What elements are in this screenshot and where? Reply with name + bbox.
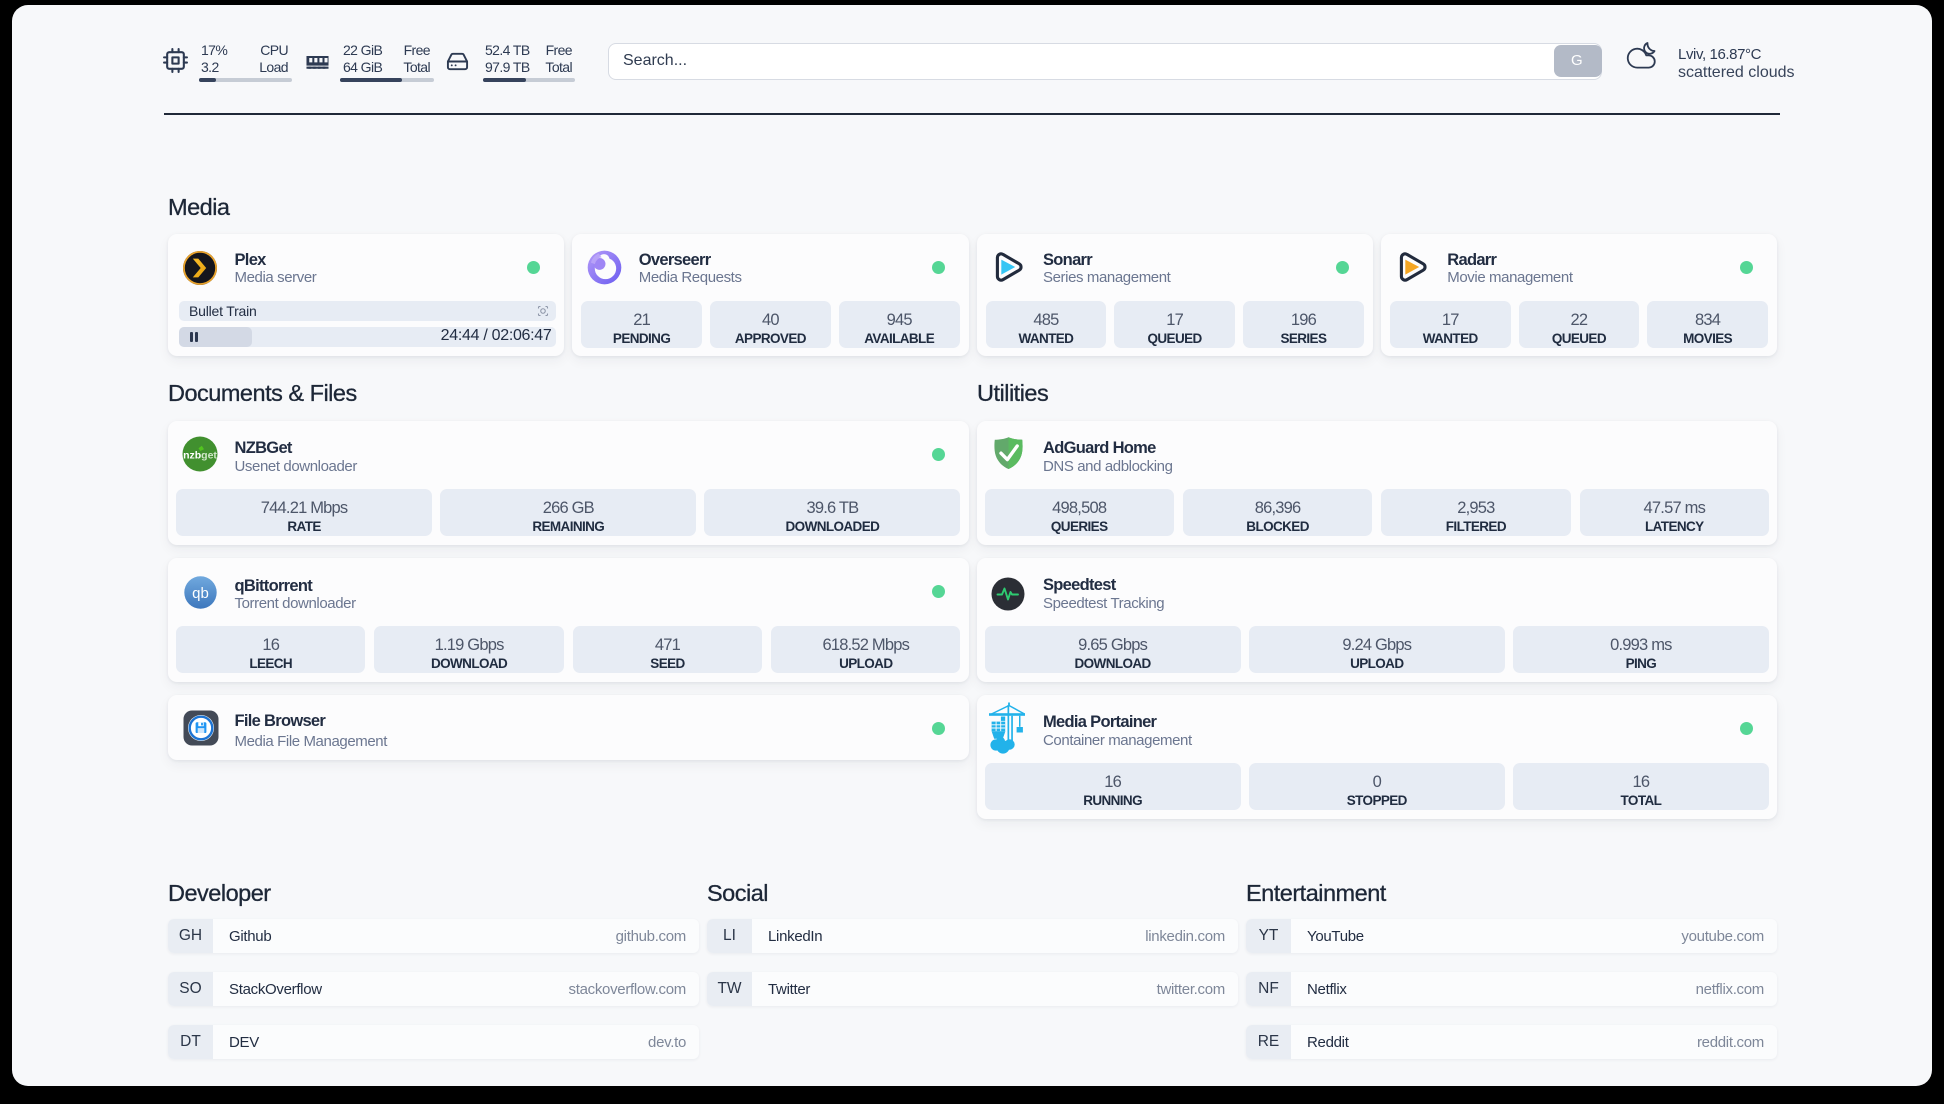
- svg-text:qb: qb: [192, 585, 209, 602]
- svg-text:nzbget: nzbget: [183, 450, 217, 462]
